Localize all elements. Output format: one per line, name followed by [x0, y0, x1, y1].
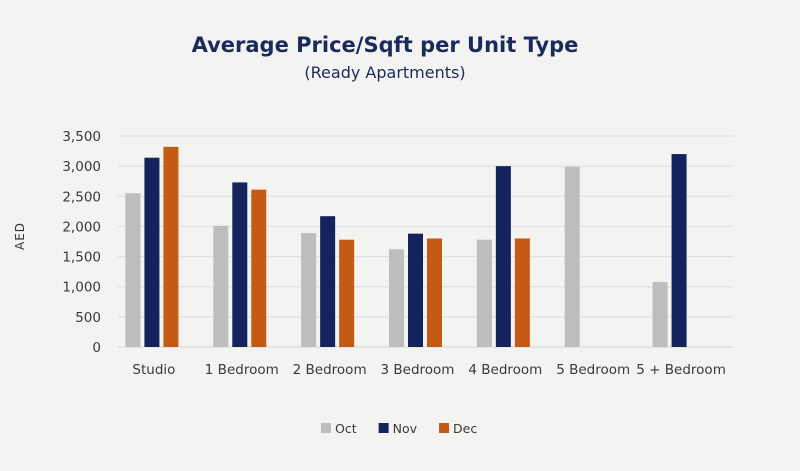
- bars: [125, 146, 687, 347]
- legend-swatch-nov: [378, 423, 389, 433]
- bar-oct: [125, 193, 141, 347]
- y-tick-label: 3,000: [62, 159, 101, 175]
- legend-label: Dec: [453, 421, 477, 436]
- y-tick-label: 1,000: [62, 280, 101, 296]
- category-label: 5 Bedroom: [556, 362, 630, 378]
- bar-dec: [251, 189, 267, 347]
- y-tick-label: 2,500: [62, 189, 101, 205]
- category-label: 3 Bedroom: [381, 362, 455, 378]
- legend-swatch-dec: [439, 423, 450, 433]
- legend-label: Oct: [335, 421, 357, 436]
- y-tick-label: 3,500: [62, 129, 101, 145]
- bar-dec: [514, 238, 530, 347]
- y-tick-label: 1,500: [62, 250, 101, 266]
- bar-nov: [671, 154, 687, 347]
- legend: Oct Nov Dec: [321, 421, 477, 436]
- bar-dec: [339, 239, 355, 347]
- category-label: 5 + Bedroom: [636, 362, 726, 378]
- y-tick-label: 500: [75, 310, 101, 326]
- bar-oct: [213, 225, 229, 347]
- bar-oct: [389, 249, 404, 347]
- y-tick-label: 2,000: [62, 219, 101, 235]
- bar-nov: [320, 216, 336, 347]
- chart-title: Average Price/Sqft per Unit Type: [192, 33, 579, 57]
- y-tick-labels: 0 500 1,000 1,500 2,000 2,500 3,000 3,500: [62, 129, 101, 356]
- bar-nov: [408, 233, 423, 347]
- bar-oct: [301, 233, 317, 347]
- y-axis-label: AED: [13, 222, 27, 250]
- bar-oct: [476, 239, 492, 347]
- bar-dec: [427, 238, 442, 347]
- chart-subtitle: (Ready Apartments): [304, 63, 465, 82]
- gridlines: [118, 135, 733, 348]
- category-label: 1 Bedroom: [205, 362, 279, 378]
- category-label: 4 Bedroom: [468, 362, 542, 378]
- bar-nov: [232, 182, 248, 347]
- category-label: 2 Bedroom: [293, 362, 367, 378]
- legend-label: Nov: [393, 421, 418, 436]
- legend-swatch-oct: [321, 423, 331, 433]
- category-labels: Studio 1 Bedroom 2 Bedroom 3 Bedroom 4 Bedro…: [132, 362, 725, 378]
- bar-oct: [652, 281, 668, 347]
- bar-oct: [564, 166, 580, 347]
- bar-nov: [495, 166, 511, 347]
- bar-dec: [163, 146, 179, 347]
- category-label: Studio: [132, 362, 175, 378]
- bar-nov: [144, 157, 160, 347]
- y-tick-label: 0: [92, 340, 101, 356]
